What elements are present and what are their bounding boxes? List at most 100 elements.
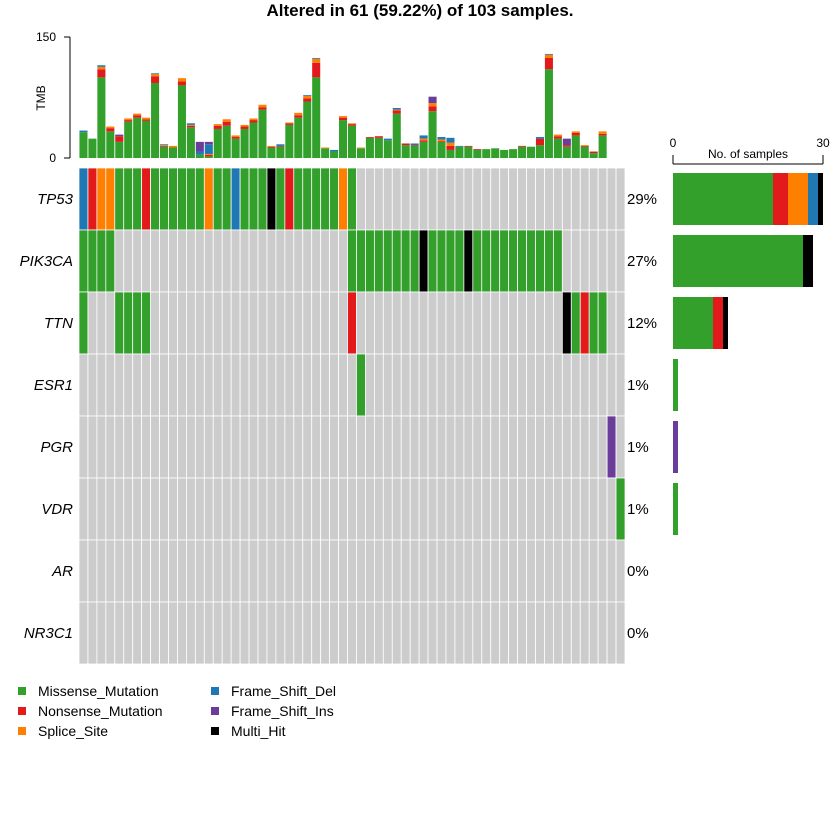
grid-cell <box>78 477 89 541</box>
tmb-bar-segment <box>97 65 106 67</box>
side-bar-segment <box>673 483 678 535</box>
grid-cell <box>400 539 411 603</box>
grid-cell <box>114 601 125 665</box>
grid-cell <box>248 601 259 665</box>
grid-cell <box>561 415 572 479</box>
tmb-bar-segment <box>249 118 258 121</box>
tmb-bar-segment <box>482 149 491 158</box>
grid-cell <box>150 291 160 355</box>
tmb-bar-segment <box>294 112 303 116</box>
tmb-bar-segment <box>464 145 473 147</box>
grid-cell <box>230 415 241 479</box>
tmb-bar-segment <box>321 147 330 149</box>
tmb-bar-segment <box>222 121 231 126</box>
grid-cell <box>239 291 250 355</box>
grid-cell <box>123 477 134 541</box>
grid-cell <box>203 415 214 479</box>
grid-cell <box>481 477 492 541</box>
grid-cell <box>311 353 322 417</box>
tmb-bar-segment <box>419 140 428 142</box>
tmb-bar-segment <box>160 144 169 146</box>
grid-cell <box>105 353 116 417</box>
side-axis-label: No. of samples <box>708 147 788 161</box>
grid-cell <box>186 353 196 417</box>
tmb-bar-segment <box>365 137 374 158</box>
grid-cell <box>266 229 277 293</box>
grid-cell <box>508 353 518 417</box>
grid-cell <box>302 353 313 417</box>
tmb-bar-segment <box>249 120 258 123</box>
grid-cell <box>373 539 384 603</box>
tmb-bar-segment <box>392 109 401 111</box>
grid-cell <box>105 477 116 541</box>
grid-cell <box>409 415 420 479</box>
mutation-cell <box>88 230 97 292</box>
grid-cell <box>454 167 465 231</box>
grid-cell <box>177 477 187 541</box>
tmb-bar-segment <box>160 145 169 146</box>
grid-cell <box>338 291 348 355</box>
grid-cell <box>168 415 178 479</box>
grid-cell <box>579 415 590 479</box>
grid-cell <box>105 415 116 479</box>
grid-cell <box>338 229 348 293</box>
tmb-bar-segment <box>186 127 195 158</box>
tmb-bar-segment <box>365 137 374 138</box>
grid-cell <box>329 601 339 665</box>
grid-cell <box>266 353 277 417</box>
mutation-cell <box>79 168 88 230</box>
grid-cell <box>400 353 411 417</box>
tmb-bar-segment <box>509 149 518 158</box>
grid-cell <box>186 477 196 541</box>
tmb-bar-segment <box>553 134 562 137</box>
grid-cell <box>150 539 160 603</box>
grid-cell <box>239 601 250 665</box>
grid-cell <box>141 477 152 541</box>
grid-cell <box>203 539 214 603</box>
mutation-cell <box>383 230 392 292</box>
grid-cell <box>230 229 241 293</box>
tmb-bar-segment <box>142 119 151 121</box>
grid-cell <box>409 353 420 417</box>
grid-cell <box>373 167 384 231</box>
tmb-bar-segment <box>124 121 133 158</box>
grid-cell <box>570 167 581 231</box>
mutation-cell <box>392 230 401 292</box>
grid-cell <box>472 601 483 665</box>
gene-label: TP53 <box>37 191 74 208</box>
mutation-cell <box>580 292 589 354</box>
grid-cell <box>579 229 590 293</box>
tmb-bar-segment <box>285 122 294 124</box>
grid-cell <box>159 291 169 355</box>
tmb-bar-segment <box>392 107 401 110</box>
grid-cell <box>78 539 89 603</box>
grid-cell <box>194 477 205 541</box>
tmb-bar-segment <box>428 103 437 107</box>
grid-cell <box>293 415 304 479</box>
side-bar-segment <box>773 173 788 225</box>
grid-cell <box>463 539 474 603</box>
tmb-bar-segment <box>330 149 339 152</box>
grid-cell <box>561 539 572 603</box>
grid-cell <box>463 415 474 479</box>
tmb-bar-segment <box>491 148 500 158</box>
tmb-bar-segment <box>186 124 195 126</box>
tmb-bar-segment <box>267 145 276 147</box>
grid-cell <box>597 539 608 603</box>
grid-cell <box>266 291 277 355</box>
mutation-cell <box>258 168 267 230</box>
grid-cell <box>400 477 411 541</box>
grid-cell <box>311 291 322 355</box>
percent-label: 27% <box>627 253 657 270</box>
tmb-bar-segment <box>79 130 88 133</box>
grid-cell <box>132 353 143 417</box>
grid-cell <box>266 477 277 541</box>
grid-cell <box>382 291 393 355</box>
grid-cell <box>588 601 599 665</box>
grid-cell <box>409 601 420 665</box>
grid-cell <box>517 291 527 355</box>
grid-cell <box>409 539 420 603</box>
mutation-cell <box>374 230 383 292</box>
grid-cell <box>597 477 608 541</box>
tmb-bar-segment <box>303 98 312 102</box>
